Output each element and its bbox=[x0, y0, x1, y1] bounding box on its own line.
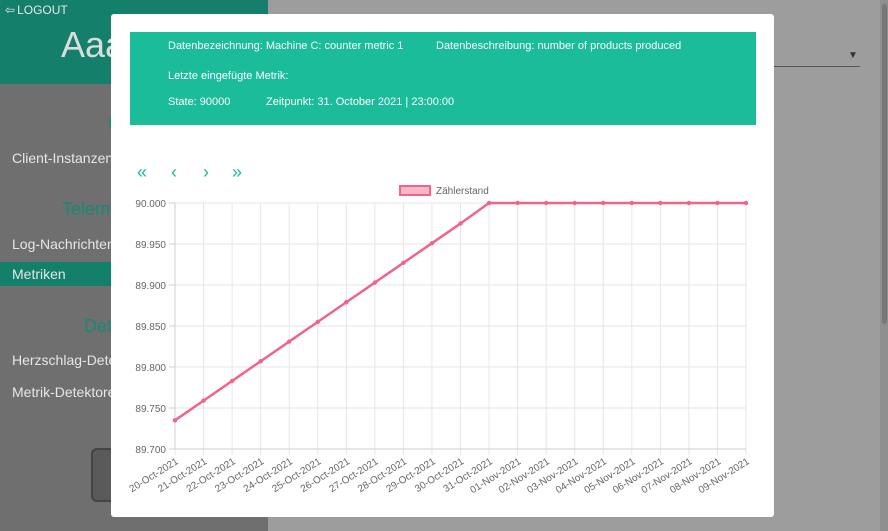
data-description-label: Datenbeschreibung: number of products pr… bbox=[436, 40, 682, 52]
logout-icon: ⇦ bbox=[5, 3, 16, 17]
section-heading-detektoren: Det bbox=[84, 316, 113, 336]
data-point bbox=[686, 200, 692, 206]
data-name-label: Datenbezeichnung: Machine C: counter met… bbox=[168, 40, 404, 52]
first-page-button[interactable]: « bbox=[137, 162, 148, 182]
data-point bbox=[429, 240, 435, 246]
data-point bbox=[486, 200, 492, 206]
data-point bbox=[658, 200, 663, 206]
y-tick-label: 90.000 bbox=[135, 199, 166, 210]
data-point bbox=[715, 200, 720, 206]
y-tick-label: 89.700 bbox=[135, 445, 166, 456]
y-tick-label: 89.950 bbox=[135, 240, 166, 251]
timestamp-label: Zeitpunkt: 31. October 2021 | 23:00:00 bbox=[266, 96, 455, 108]
scrollbar-thumb[interactable] bbox=[882, 4, 887, 324]
sidebar-item-client-instanzen[interactable]: Client-Instanzen bbox=[12, 150, 114, 166]
last-page-button[interactable]: » bbox=[232, 162, 243, 182]
metric-modal: Datenbezeichnung: Machine C: counter met… bbox=[111, 14, 774, 517]
data-point bbox=[172, 418, 178, 423]
data-point bbox=[287, 339, 292, 344]
y-tick-label: 89.750 bbox=[135, 404, 166, 415]
prev-page-button[interactable]: ‹ bbox=[171, 162, 177, 182]
data-point bbox=[743, 200, 749, 206]
data-point bbox=[572, 200, 577, 206]
data-point bbox=[515, 200, 520, 206]
dropdown-caret-icon[interactable]: ▼ bbox=[848, 50, 858, 61]
legend-swatch bbox=[399, 185, 431, 196]
data-point bbox=[601, 200, 606, 206]
data-point bbox=[258, 359, 263, 364]
data-point bbox=[458, 221, 463, 226]
data-point bbox=[344, 300, 349, 305]
y-tick-label: 89.850 bbox=[135, 322, 166, 333]
metric-line-chart: 90.000 89.950 89.900 89.850 89.800 89.750 89.7… bbox=[128, 185, 752, 496]
legend-label: Zählerstand bbox=[436, 186, 489, 197]
sidebar-item-herzschlag[interactable]: Herzschlag-Dete bbox=[12, 352, 117, 368]
next-page-button[interactable]: › bbox=[203, 162, 209, 182]
data-point bbox=[543, 200, 549, 206]
data-point bbox=[229, 378, 235, 384]
sidebar-item-log-nachrichten[interactable]: Log-Nachrichten bbox=[12, 236, 115, 252]
data-point bbox=[372, 280, 378, 285]
data-point bbox=[201, 398, 206, 403]
last-metric-label: Letzte eingefügte Metrik: bbox=[168, 70, 289, 82]
data-point bbox=[629, 200, 634, 206]
y-tick-label: 89.800 bbox=[135, 363, 166, 374]
data-point bbox=[401, 260, 406, 266]
sidebar-item-metrik-detektoren[interactable]: Metrik-Detektore bbox=[12, 384, 116, 400]
sidebar-item-metriken[interactable]: Metriken bbox=[12, 266, 66, 282]
y-tick-label: 89.900 bbox=[135, 281, 166, 292]
data-point bbox=[315, 319, 320, 325]
logout-label: LOGOUT bbox=[17, 3, 68, 17]
logout-button[interactable]: ⇦ LOGOUT bbox=[5, 3, 68, 17]
section-heading-telemetrie: Telem bbox=[62, 199, 111, 219]
metric-info-panel: Datenbezeichnung: Machine C: counter met… bbox=[130, 32, 756, 125]
state-label: State: 90000 bbox=[168, 96, 231, 108]
